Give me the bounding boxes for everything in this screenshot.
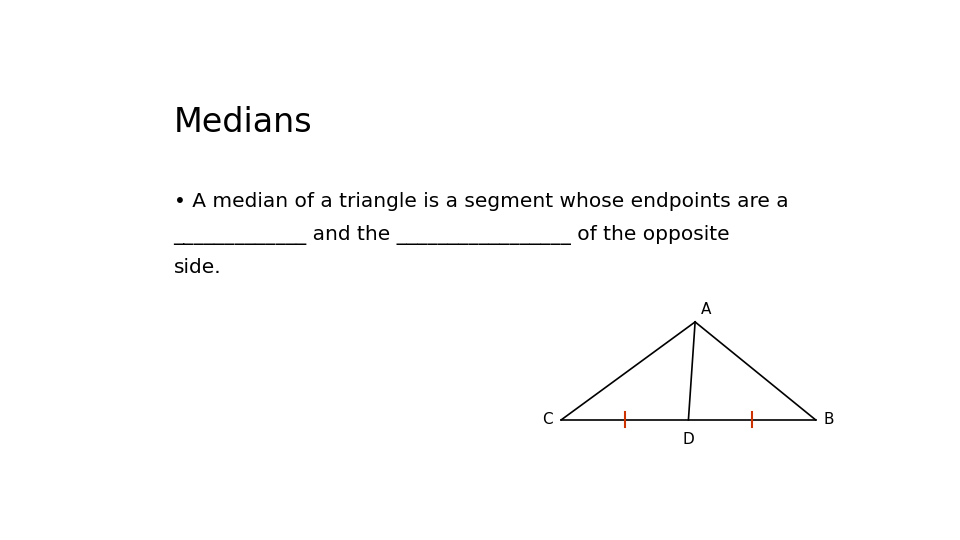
Text: C: C xyxy=(541,413,552,427)
Text: • A median of a triangle is a segment whose endpoints are a: • A median of a triangle is a segment wh… xyxy=(174,192,788,211)
Text: _____________ and the _________________ of the opposite: _____________ and the _________________ … xyxy=(174,225,731,245)
Text: Medians: Medians xyxy=(174,106,312,139)
Text: D: D xyxy=(683,431,694,447)
Text: A: A xyxy=(701,302,711,317)
Text: B: B xyxy=(823,413,833,427)
Text: side.: side. xyxy=(174,258,221,277)
